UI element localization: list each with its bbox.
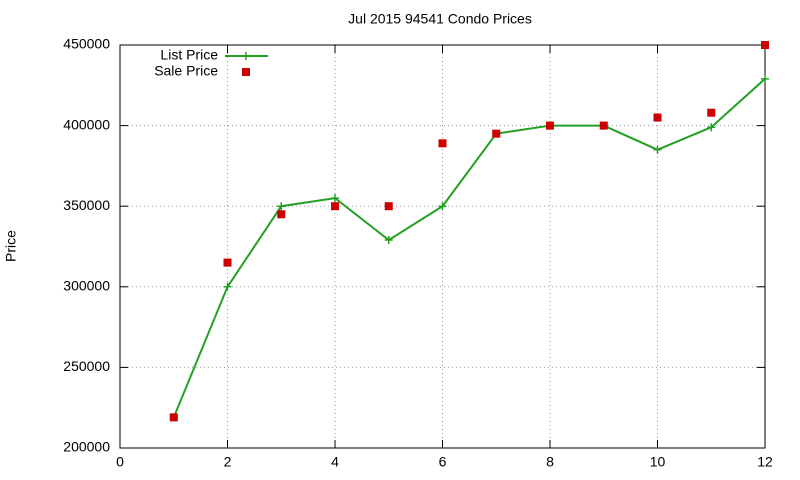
point bbox=[492, 129, 501, 138]
point bbox=[223, 258, 232, 267]
legend-label: List Price bbox=[160, 47, 218, 63]
point bbox=[223, 282, 232, 291]
point bbox=[384, 236, 393, 245]
y-tick-label: 250000 bbox=[63, 358, 110, 374]
x-tick-label: 2 bbox=[224, 454, 232, 470]
point bbox=[438, 202, 447, 211]
point bbox=[761, 74, 769, 83]
point bbox=[277, 210, 286, 219]
point bbox=[277, 202, 286, 211]
x-tick-label: 6 bbox=[439, 454, 447, 470]
point bbox=[169, 413, 178, 422]
y-tick-label: 400000 bbox=[63, 116, 110, 132]
point bbox=[331, 202, 339, 211]
plot-frame bbox=[119, 44, 766, 449]
point bbox=[599, 121, 608, 130]
y-tick-label: 200000 bbox=[63, 439, 110, 455]
point bbox=[707, 123, 716, 132]
chart-title: Jul 2015 94541 Condo Prices bbox=[348, 11, 532, 27]
legend-swatch bbox=[242, 52, 250, 60]
y-tick-label: 350000 bbox=[63, 197, 110, 213]
x-tick-label: 10 bbox=[650, 454, 666, 470]
legend-swatch bbox=[242, 68, 250, 76]
point bbox=[653, 145, 662, 154]
x-tick-label: 4 bbox=[331, 454, 339, 470]
point bbox=[761, 41, 769, 49]
point bbox=[707, 108, 716, 117]
legend-label: Sale Price bbox=[154, 63, 218, 79]
x-tick-label: 0 bbox=[116, 454, 124, 470]
y-axis-label: Price bbox=[3, 230, 19, 262]
point bbox=[546, 121, 554, 130]
x-tick-label: 8 bbox=[546, 454, 554, 470]
y-tick-label: 450000 bbox=[63, 36, 110, 52]
point bbox=[438, 139, 447, 148]
point bbox=[331, 194, 339, 203]
x-tick-label: 12 bbox=[757, 454, 773, 470]
point bbox=[384, 202, 393, 211]
series-line bbox=[172, 78, 766, 418]
point bbox=[653, 113, 662, 122]
y-tick-label: 300000 bbox=[63, 278, 110, 294]
